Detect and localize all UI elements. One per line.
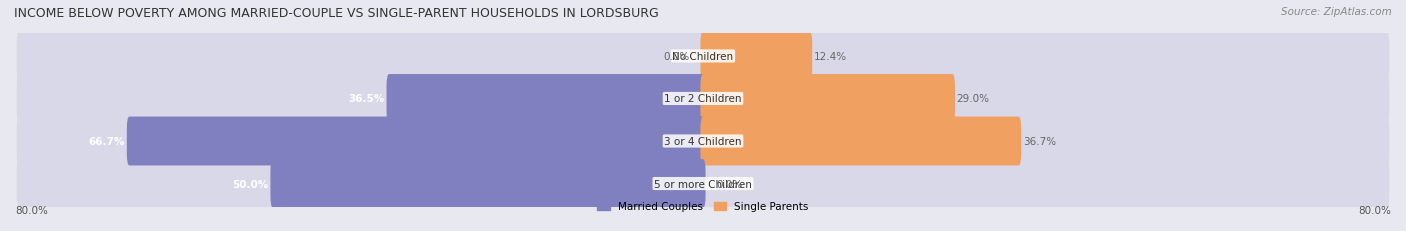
FancyBboxPatch shape [700, 75, 955, 123]
Text: 12.4%: 12.4% [814, 52, 846, 62]
Text: 0.0%: 0.0% [664, 52, 690, 62]
Text: 36.5%: 36.5% [349, 94, 385, 104]
Text: 50.0%: 50.0% [232, 179, 269, 189]
Text: 36.7%: 36.7% [1024, 137, 1056, 146]
FancyBboxPatch shape [17, 75, 1389, 123]
Text: 1 or 2 Children: 1 or 2 Children [664, 94, 742, 104]
FancyBboxPatch shape [700, 32, 813, 81]
Legend: Married Couples, Single Parents: Married Couples, Single Parents [593, 198, 813, 216]
Text: 66.7%: 66.7% [89, 137, 125, 146]
Text: Source: ZipAtlas.com: Source: ZipAtlas.com [1281, 7, 1392, 17]
Text: No Children: No Children [672, 52, 734, 62]
Text: 0.0%: 0.0% [716, 179, 742, 189]
FancyBboxPatch shape [17, 159, 1389, 208]
Text: 29.0%: 29.0% [956, 94, 990, 104]
FancyBboxPatch shape [17, 32, 1389, 81]
FancyBboxPatch shape [700, 117, 1021, 166]
Text: 3 or 4 Children: 3 or 4 Children [664, 137, 742, 146]
FancyBboxPatch shape [387, 75, 706, 123]
Text: 80.0%: 80.0% [1358, 205, 1391, 215]
FancyBboxPatch shape [270, 159, 706, 208]
Text: 80.0%: 80.0% [15, 205, 48, 215]
Text: INCOME BELOW POVERTY AMONG MARRIED-COUPLE VS SINGLE-PARENT HOUSEHOLDS IN LORDSBU: INCOME BELOW POVERTY AMONG MARRIED-COUPL… [14, 7, 659, 20]
Text: 5 or more Children: 5 or more Children [654, 179, 752, 189]
FancyBboxPatch shape [127, 117, 706, 166]
FancyBboxPatch shape [17, 117, 1389, 166]
